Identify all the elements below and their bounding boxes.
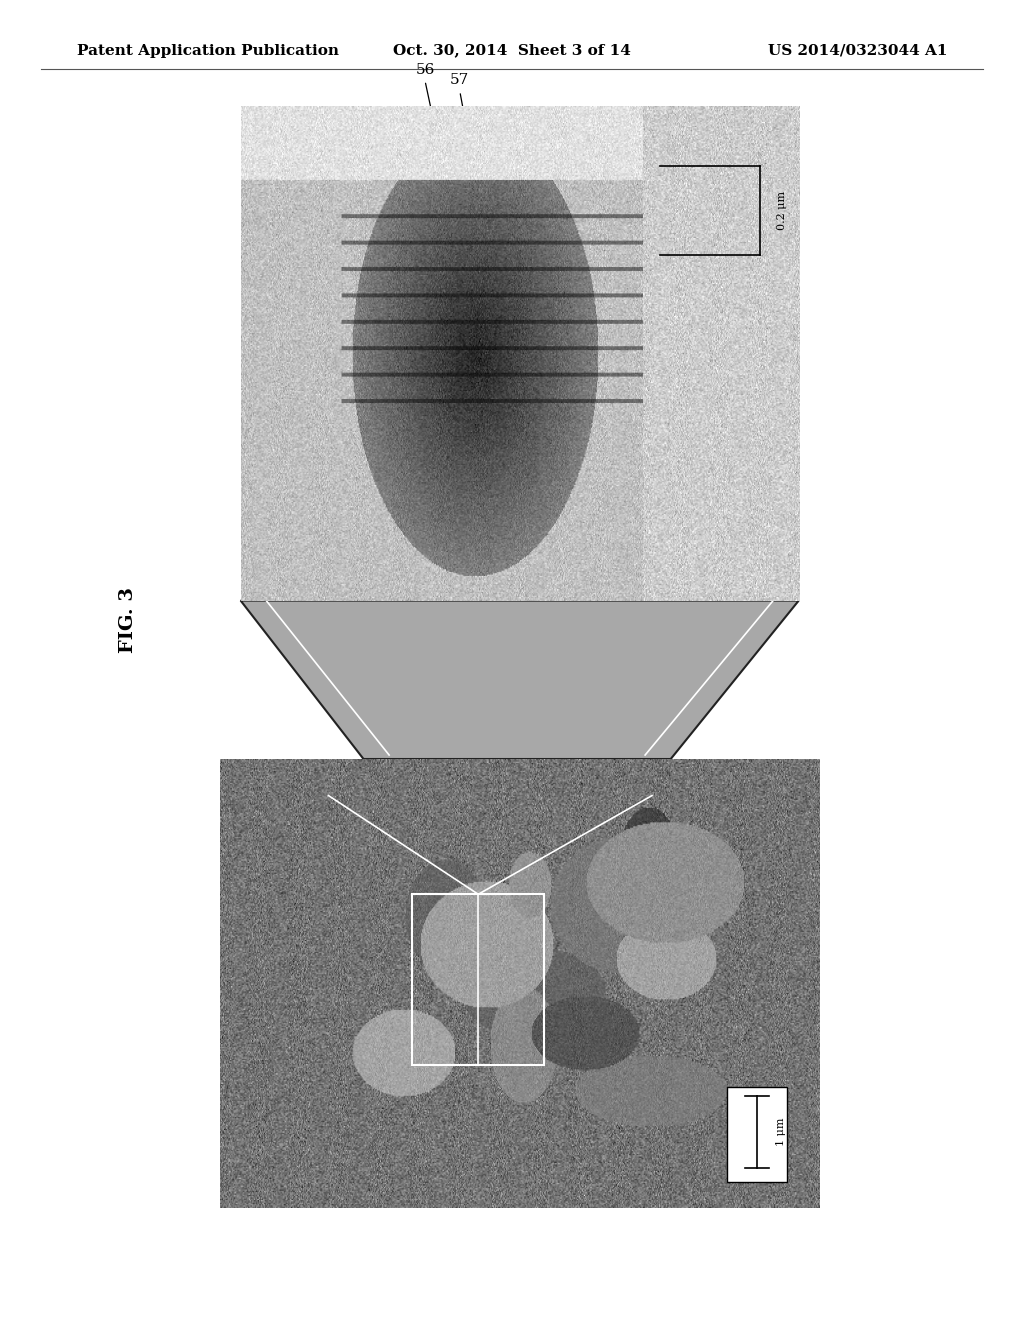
Text: 56: 56 <box>416 62 434 77</box>
Text: Oct. 30, 2014  Sheet 3 of 14: Oct. 30, 2014 Sheet 3 of 14 <box>393 44 631 58</box>
Text: Patent Application Publication: Patent Application Publication <box>77 44 339 58</box>
Text: FIG. 3: FIG. 3 <box>119 587 137 653</box>
Text: 0.2 μm: 0.2 μm <box>777 190 787 230</box>
Text: 1 μm: 1 μm <box>776 1118 785 1146</box>
FancyBboxPatch shape <box>727 1088 786 1181</box>
Polygon shape <box>241 601 799 759</box>
Text: 57: 57 <box>451 73 469 87</box>
Bar <box>413 895 544 1065</box>
Text: US 2014/0323044 A1: US 2014/0323044 A1 <box>768 44 947 58</box>
